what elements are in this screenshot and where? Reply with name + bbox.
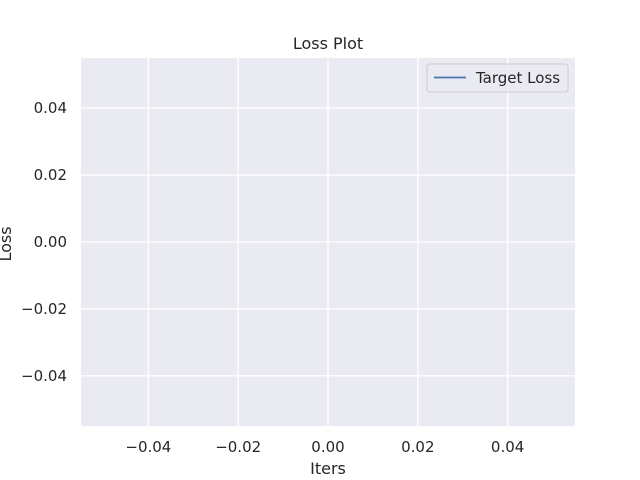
y-tick-label: −0.04	[21, 367, 67, 385]
y-axis-label: Loss	[0, 226, 15, 261]
y-tick-label: 0.00	[34, 233, 67, 251]
x-tick-label: 0.00	[311, 438, 344, 456]
y-tick-label: 0.02	[34, 166, 67, 184]
x-tick-labels: −0.04 −0.02 0.00 0.02 0.04	[125, 438, 524, 456]
y-tick-label: 0.04	[34, 99, 67, 117]
y-grid	[81, 107, 575, 377]
x-tick-label: −0.04	[125, 438, 171, 456]
x-tick-label: 0.04	[491, 438, 524, 456]
x-tick-label: 0.02	[401, 438, 434, 456]
x-tick-label: −0.02	[215, 438, 261, 456]
y-tick-labels: 0.04 0.02 0.00 −0.02 −0.04	[21, 99, 67, 385]
legend-label-target-loss: Target Loss	[475, 69, 560, 87]
legend: Target Loss	[426, 63, 569, 93]
legend-box	[426, 63, 569, 93]
y-tick-label: −0.02	[21, 300, 67, 318]
x-axis-label: Iters	[310, 459, 346, 478]
chart-title: Loss Plot	[293, 34, 363, 53]
